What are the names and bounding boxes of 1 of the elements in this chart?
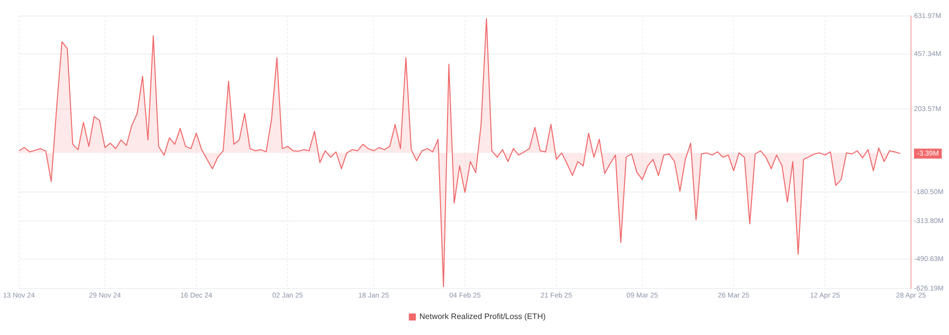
legend-label: Network Realized Profit/Loss (ETH) [419,312,546,322]
